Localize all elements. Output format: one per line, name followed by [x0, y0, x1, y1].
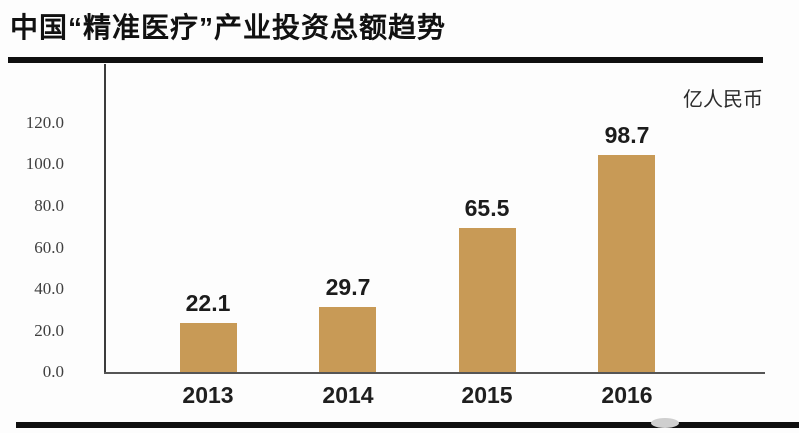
title-underline-rule: [8, 57, 763, 63]
y-axis-tick-label: 100.0: [25, 154, 64, 173]
y-axis-tick-label: 80.0: [34, 196, 64, 215]
bottom-rule: [16, 422, 799, 428]
bar-2013: [180, 323, 237, 372]
y-axis-tick-label: 60.0: [34, 238, 64, 257]
y-axis-tick-label: 120.0: [25, 113, 64, 132]
y-axis-tick-label: 0.0: [42, 362, 64, 381]
x-axis-line: [104, 372, 765, 374]
bar-value-label-2013: 22.1: [185, 290, 231, 316]
bar-value-label-2014: 29.7: [325, 274, 371, 300]
x-axis-tick-label-2014: 2014: [322, 382, 374, 408]
bar-2014: [319, 307, 376, 372]
bottom-rule-notch: [651, 418, 679, 428]
x-axis-tick-label-2015: 2015: [461, 382, 513, 408]
x-axis-tick-label-2016: 2016: [601, 382, 653, 408]
bar-2016: [598, 155, 655, 372]
bar-2015: [459, 228, 516, 372]
y-axis-tick-label: 20.0: [34, 321, 64, 340]
x-axis-tick-label-2013: 2013: [182, 382, 234, 408]
bar-value-label-2016: 98.7: [604, 122, 650, 148]
page-title: 中国“精准医疗”产业投资总额趋势: [10, 12, 447, 43]
unit-label: 亿人民币: [683, 89, 763, 111]
bar-chart: 亿人民币 0.0 20.0 40.0 60.0 80.0 100.0 120.0 22.1 2…: [0, 63, 799, 408]
y-axis-tick-label: 40.0: [34, 279, 64, 298]
bar-value-label-2015: 65.5: [464, 195, 510, 221]
y-axis-line: [104, 64, 106, 373]
